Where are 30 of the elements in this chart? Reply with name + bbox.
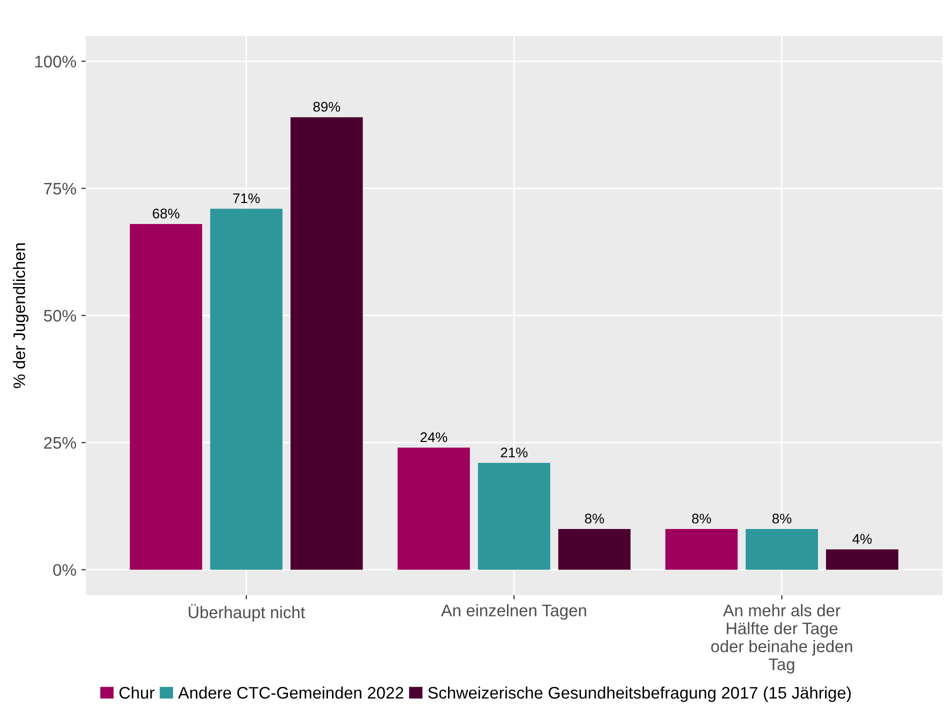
data-label: 71% bbox=[233, 193, 260, 204]
data-label: 21% bbox=[500, 448, 528, 458]
data-label: 4% bbox=[852, 534, 872, 544]
data-label: 8% bbox=[772, 514, 792, 524]
x-tick-label: An einzelnen Tagen bbox=[441, 604, 586, 620]
x-tick-label: Überhaupt nicht bbox=[188, 604, 306, 622]
bar bbox=[130, 224, 202, 570]
data-label: 89% bbox=[313, 102, 340, 112]
data-label: 24% bbox=[420, 432, 448, 442]
bar bbox=[398, 448, 470, 570]
data-label: 68% bbox=[152, 208, 180, 218]
x-tick-label: An mehr als der Hälfte der Tage oder beinahe jeden Tag bbox=[711, 604, 852, 674]
bar bbox=[478, 462, 550, 570]
bar bbox=[290, 117, 363, 570]
y-tick-label: 25% bbox=[44, 436, 76, 449]
y-tick-label: 50% bbox=[44, 310, 76, 322]
bar bbox=[210, 208, 282, 570]
bar bbox=[826, 549, 898, 570]
legend-label: Chur bbox=[119, 686, 154, 699]
bar bbox=[746, 529, 818, 570]
bar bbox=[558, 529, 631, 570]
y-tick-label: 75% bbox=[44, 182, 76, 195]
legend-label: Andere CTC-Gemeinden 2022 bbox=[178, 686, 404, 699]
data-label: 8% bbox=[584, 514, 604, 524]
data-label: 8% bbox=[692, 514, 712, 524]
bar bbox=[665, 529, 738, 570]
y-tick-label: 100% bbox=[35, 56, 76, 68]
y-tick-label: 0% bbox=[53, 564, 76, 576]
y-axis-title: % der Jugendlichen bbox=[12, 243, 28, 388]
legend-label: Schweizerische Gesundheitsbefragung 2017 (15 Jährige) bbox=[428, 686, 851, 702]
